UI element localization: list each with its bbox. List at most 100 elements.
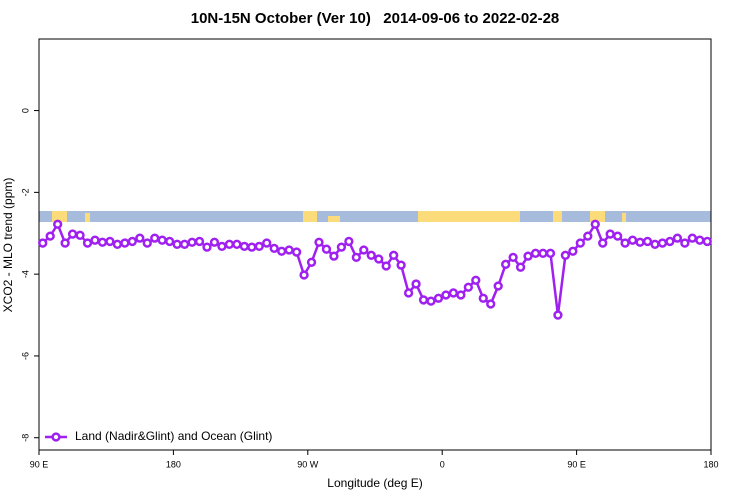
point [284,245,294,255]
point [501,259,511,269]
legend-marker [51,432,61,442]
point [329,251,339,261]
point [471,275,481,285]
point [194,236,205,247]
point [179,239,190,249]
point [433,293,444,303]
y-axis-label: XCO2 - MLO trend (ppm) [1,178,15,313]
y-tick-label: -2 [20,188,30,196]
point [560,250,571,260]
point [135,233,145,243]
point [583,231,593,241]
x-axis-label: Longitude (deg E) [327,476,422,490]
y-tick-label: 0 [20,108,30,113]
point [127,236,137,247]
point [254,241,264,251]
point [120,238,130,248]
land-patch [85,213,90,222]
land-patch [553,211,562,222]
x-tick-label: 90 E [30,459,49,469]
point [590,219,600,229]
x-tick-label: 90 E [567,459,586,469]
point [277,246,287,256]
legend: Land (Nadir&Glint) and Ocean (Glint) [45,429,272,443]
point [642,236,653,247]
point [486,299,496,309]
point [478,293,488,303]
land-patch [418,211,520,222]
point [351,252,361,263]
point [359,245,369,255]
point [508,252,518,263]
point [441,290,451,300]
point [627,235,638,245]
point [90,235,100,245]
point [321,244,332,254]
point [247,242,257,252]
point [187,237,197,247]
x-tick-label: 90 W [297,459,319,469]
point [620,238,630,248]
point [538,248,548,258]
point [695,235,705,245]
point [657,238,668,248]
point [463,282,473,292]
point [150,233,160,243]
point [38,238,48,248]
point [426,296,436,306]
land-patch [303,211,317,222]
point [209,237,220,247]
point [75,230,85,240]
land-mask [39,211,711,222]
point [598,238,608,248]
point [389,250,399,260]
land-patch [590,211,605,222]
point [523,251,533,261]
point [672,233,683,243]
point [142,238,152,248]
point [568,246,578,256]
x-tick-label: 180 [703,459,718,469]
point [82,238,93,248]
point [635,237,645,247]
point [157,235,167,245]
point [60,238,70,248]
point [105,236,115,247]
point [172,239,182,249]
point [650,239,660,249]
point [217,241,227,251]
point [702,236,712,247]
point [448,288,459,298]
point [269,243,279,254]
point [613,231,623,241]
point [112,239,123,249]
point [515,262,526,272]
point [366,250,376,260]
point [224,239,235,249]
chart-title: 10N-15N October (Ver 10) 2014-09-06 to 2… [191,10,560,27]
x-tick-label: 180 [166,459,181,469]
point [418,295,429,305]
point [239,241,249,251]
point [299,270,309,280]
point [53,219,63,229]
point [575,238,585,248]
point [374,254,384,264]
point [493,281,503,291]
legend-label: Land (Nadir&Glint) and Ocean (Glint) [75,429,272,443]
point [530,248,541,258]
land-patch [52,211,67,222]
point [396,260,406,270]
point [45,231,55,241]
point [605,229,615,239]
point [262,238,272,248]
point [67,229,78,239]
point [336,242,347,252]
plot-frame [38,38,712,451]
point [381,261,391,271]
point [680,238,690,248]
point [314,237,324,247]
ocean-band [39,211,711,222]
point [411,279,421,289]
